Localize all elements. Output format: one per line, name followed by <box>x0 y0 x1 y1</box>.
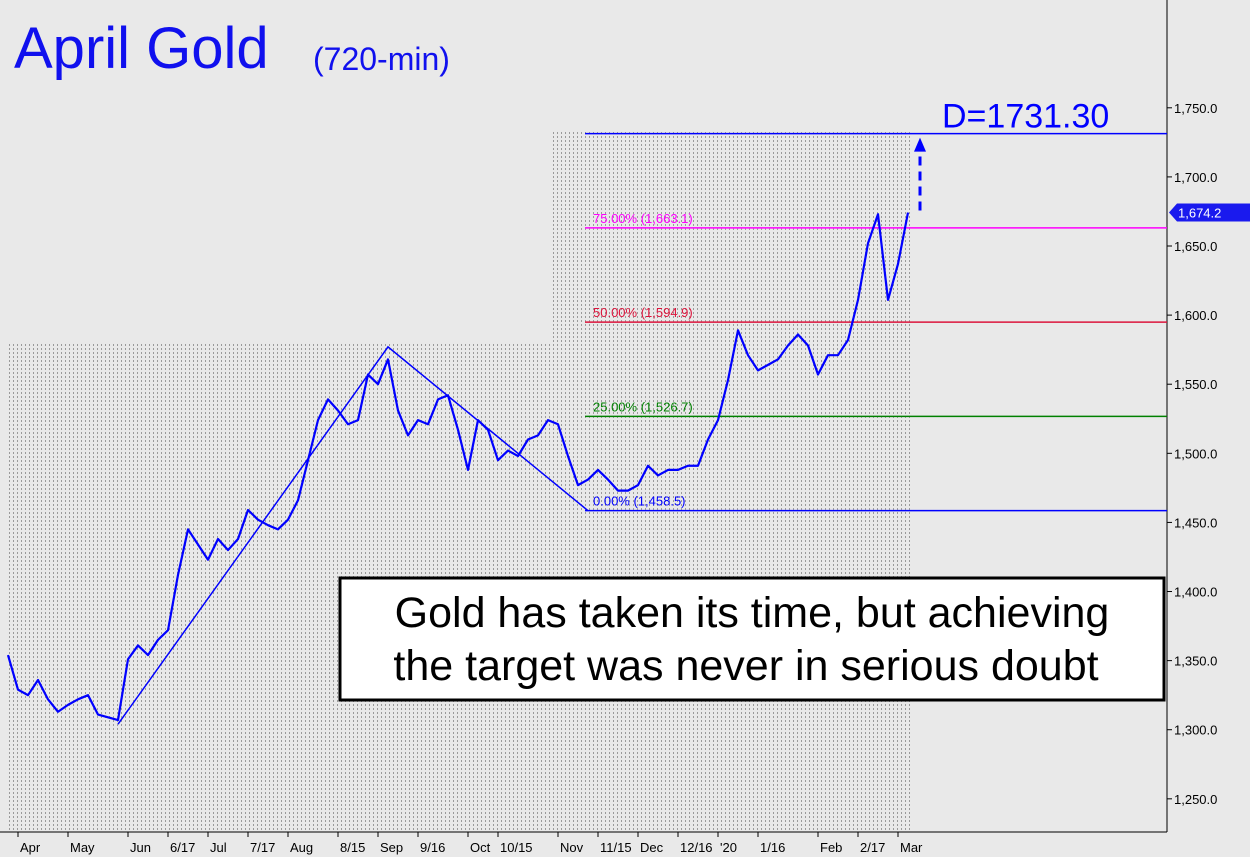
chart-title: April Gold <box>14 16 269 81</box>
x-tick-label: 2/17 <box>860 840 885 855</box>
x-tick-label: 8/15 <box>340 840 365 855</box>
x-tick-label: Feb <box>820 840 842 855</box>
y-tick-label: 1,400.0 <box>1174 585 1217 600</box>
last-price-tag <box>1169 203 1250 222</box>
target-arrowhead <box>914 137 926 152</box>
last-price-label: 1,674.2 <box>1178 206 1221 221</box>
y-tick-label: 1,500.0 <box>1174 446 1217 461</box>
y-tick-label: 1,350.0 <box>1174 654 1217 669</box>
level-label: 0.00% (1,458.5) <box>593 494 686 509</box>
annotation: Gold has taken its time, but achieving <box>395 589 1110 637</box>
x-tick-label: Sep <box>380 840 403 855</box>
annotation-box <box>338 576 1166 702</box>
x-tick-label: Apr <box>20 840 41 855</box>
x-tick-label: Oct <box>470 840 491 855</box>
x-tick-label: 7/17 <box>250 840 275 855</box>
y-tick-label: 1,750.0 <box>1174 101 1217 116</box>
x-tick-label: May <box>70 840 95 855</box>
y-tick-label: 1,250.0 <box>1174 792 1217 807</box>
x-tick-label: Jun <box>130 840 151 855</box>
x-tick-label: 6/17 <box>170 840 195 855</box>
x-tick-label: 10/15 <box>500 840 533 855</box>
x-tick-label: Jul <box>210 840 227 855</box>
y-tick-label: 1,650.0 <box>1174 239 1217 254</box>
hatch-region <box>552 130 912 832</box>
x-tick-label: Dec <box>640 840 664 855</box>
pattern-line <box>117 345 589 725</box>
level-label: 50.00% (1,594.9) <box>593 305 693 320</box>
x-tick-label: 11/15 <box>600 840 632 855</box>
target-label: D=1731.30 <box>942 98 1109 136</box>
price-line <box>6 212 910 722</box>
annotation: the target was never in serious doubt <box>393 642 1098 690</box>
chart-subtitle: (720-min) <box>313 41 450 77</box>
x-tick-label: 1/16 <box>760 840 785 855</box>
x-tick-label: 12/16 <box>680 840 713 855</box>
y-tick-label: 1,450.0 <box>1174 515 1217 530</box>
x-tick-label: Aug <box>290 840 313 855</box>
level-label: 25.00% (1,526.7) <box>593 399 693 414</box>
x-tick-label: Nov <box>560 840 584 855</box>
level-label: 75.00% (1,663.1) <box>593 211 693 226</box>
y-tick-label: 1,600.0 <box>1174 308 1217 323</box>
plot: 1,250.0 1,300.0 1,350.0 1,400.0 1,450.0 1,500… <box>6 98 1250 855</box>
y-tick-label: 1,300.0 <box>1174 723 1217 738</box>
y-tick-label: 1,700.0 <box>1174 170 1217 185</box>
x-tick-label: 9/16 <box>420 840 445 855</box>
x-tick-label: Mar <box>900 840 923 855</box>
x-tick-label: '20 <box>720 840 737 855</box>
y-tick-label: 1,550.0 <box>1174 377 1217 392</box>
